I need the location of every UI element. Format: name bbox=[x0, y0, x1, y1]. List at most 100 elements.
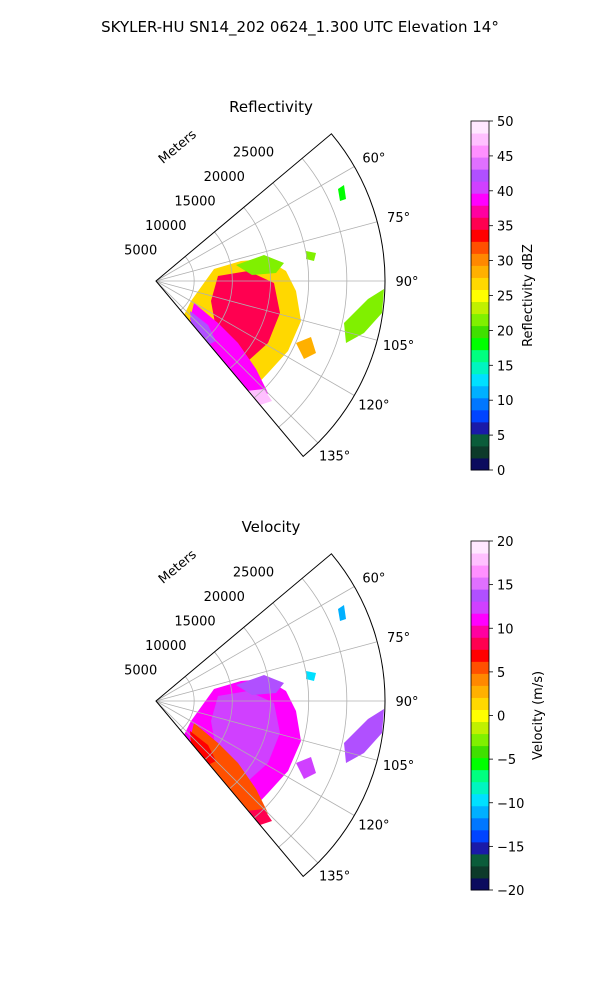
range-tick-label: 10000 bbox=[145, 219, 186, 234]
range-tick-label: 10000 bbox=[145, 639, 186, 654]
colorbar-bin bbox=[471, 133, 489, 146]
azimuth-line-60 bbox=[155, 166, 355, 282]
colorbar-bin bbox=[471, 265, 489, 278]
colorbar-bin bbox=[471, 769, 489, 783]
colorbar-bin bbox=[471, 217, 489, 230]
colorbar-bin bbox=[471, 733, 489, 747]
azimuth-tick-label: 75° bbox=[387, 211, 410, 226]
colorbar-tick-label: −20 bbox=[497, 884, 524, 899]
velocity-panel: 5000 10000 15000 20000 25000 60° 75° 90° 105° 120… bbox=[124, 518, 546, 899]
colorbar-tick-label: 10 bbox=[497, 394, 514, 409]
azimuth-line-75 bbox=[155, 641, 378, 702]
colorbar-tick-label: 20 bbox=[497, 324, 514, 339]
azimuth-line-135 bbox=[155, 700, 319, 864]
colorbar-bin bbox=[471, 205, 489, 218]
colorbar-bin bbox=[471, 781, 489, 795]
range-tick-label: 15000 bbox=[174, 614, 215, 629]
colorbar-label: Velocity (m/s) bbox=[531, 671, 546, 760]
colorbar-bin bbox=[471, 553, 489, 566]
azimuth-tick-label: 60° bbox=[362, 152, 385, 167]
colorbar-bin bbox=[471, 577, 489, 590]
colorbar-bin bbox=[471, 853, 489, 867]
colorbar-tick-label: 0 bbox=[497, 710, 505, 725]
colorbar-tick-label: 50 bbox=[497, 115, 514, 130]
range-tick-label: 15000 bbox=[174, 194, 215, 209]
colorbar-tick-label: 35 bbox=[497, 220, 514, 235]
echo-region-4 bbox=[246, 809, 272, 825]
range-ring-15000 bbox=[229, 627, 271, 790]
colorbar-bin bbox=[471, 385, 489, 399]
range-tick-label: 5000 bbox=[124, 663, 157, 678]
colorbar-bin bbox=[471, 397, 489, 411]
colorbar-bin bbox=[471, 661, 489, 674]
colorbar-bin bbox=[471, 361, 489, 375]
azimuth-tick-label: 90° bbox=[395, 275, 418, 290]
colorbar-bin bbox=[471, 289, 489, 303]
colorbar-bin bbox=[471, 601, 489, 614]
colorbar-bin bbox=[471, 793, 489, 807]
azimuth-tick-label: 120° bbox=[358, 399, 389, 414]
colorbar-bin bbox=[471, 709, 489, 723]
colorbar-bin bbox=[471, 301, 489, 315]
colorbar-bin bbox=[471, 685, 489, 698]
colorbar-tick-label: 0 bbox=[497, 464, 505, 479]
colorbar-tick-label: 5 bbox=[497, 429, 505, 444]
echo-region-9 bbox=[338, 605, 346, 621]
echo-region-5 bbox=[236, 255, 284, 275]
azimuth-line-120 bbox=[155, 700, 355, 816]
azimuth-tick-label: 60° bbox=[362, 572, 385, 587]
colorbar-tick-label: 40 bbox=[497, 185, 514, 200]
colorbar-bin bbox=[471, 169, 489, 182]
colorbar-tick-label: 20 bbox=[497, 535, 514, 550]
azimuth-tick-label: 75° bbox=[387, 631, 410, 646]
azimuth-tick-label: 90° bbox=[395, 695, 418, 710]
colorbar-bin bbox=[471, 613, 489, 626]
reflectivity-sector-frame bbox=[155, 133, 386, 458]
range-tick-label: 20000 bbox=[204, 170, 245, 185]
colorbar-bin bbox=[471, 277, 489, 290]
range-ring-25000 bbox=[278, 578, 348, 848]
echo-region-5 bbox=[236, 675, 284, 695]
azimuth-line-105 bbox=[155, 700, 378, 761]
colorbar-bin bbox=[471, 673, 489, 686]
velocity-title: Velocity bbox=[242, 518, 301, 536]
colorbar-tick-label: 45 bbox=[497, 150, 514, 165]
range-ring-10000 bbox=[204, 651, 233, 760]
figure-suptitle: SKYLER-HU SN14_202 0624_1.300 UTC Elevat… bbox=[101, 18, 499, 37]
azimuth-tick-label: 105° bbox=[383, 339, 414, 354]
colorbar-bin bbox=[471, 877, 489, 891]
reflectivity-title: Reflectivity bbox=[229, 98, 313, 116]
colorbar-bin bbox=[471, 865, 489, 879]
echo-region-7 bbox=[344, 709, 384, 763]
colorbar-bin bbox=[471, 757, 489, 771]
azimuth-line-105 bbox=[155, 280, 378, 341]
reflectivity-echoes bbox=[181, 185, 384, 405]
azimuth-line-75 bbox=[155, 221, 378, 282]
range-tick-label: 25000 bbox=[233, 145, 274, 160]
colorbar-bin bbox=[471, 565, 489, 578]
colorbar-tick-label: 5 bbox=[497, 666, 505, 681]
colorbar-bin bbox=[471, 349, 489, 363]
colorbar-bin bbox=[471, 373, 489, 387]
range-axis-label: Meters bbox=[156, 547, 200, 587]
colorbar-bin bbox=[471, 697, 489, 710]
azimuth-line-135 bbox=[155, 280, 319, 444]
colorbar-bin bbox=[471, 841, 489, 855]
colorbar-tick-label: −15 bbox=[497, 840, 524, 855]
colorbar-bin bbox=[471, 721, 489, 735]
colorbar-bin bbox=[471, 337, 489, 351]
colorbar-tick-label: −5 bbox=[497, 753, 516, 768]
range-ring-15000 bbox=[229, 207, 271, 370]
colorbar-bin bbox=[471, 745, 489, 759]
azimuth-line-60 bbox=[155, 586, 355, 702]
range-tick-label: 25000 bbox=[233, 565, 274, 580]
echo-region-8 bbox=[306, 251, 316, 261]
colorbar-bin bbox=[471, 181, 489, 194]
echo-region-9 bbox=[338, 185, 346, 201]
range-axis-label: Meters bbox=[156, 127, 200, 167]
range-ring-20000 bbox=[253, 602, 310, 819]
colorbar-bin bbox=[471, 829, 489, 843]
echo-region-7 bbox=[344, 289, 384, 343]
colorbar-bin bbox=[471, 193, 489, 206]
